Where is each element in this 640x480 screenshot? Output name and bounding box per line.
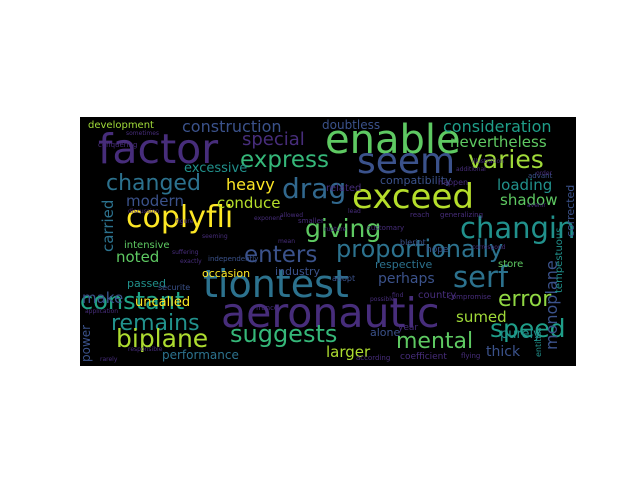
word-order: order <box>536 170 552 177</box>
word-correspond: correspond <box>472 244 506 251</box>
word-generalizing: generalizing <box>440 211 484 219</box>
word-heavy: heavy <box>226 175 275 194</box>
word-factor: factor <box>98 125 219 173</box>
word-perhaps: perhaps <box>378 271 435 287</box>
word-varies: varies <box>468 145 544 174</box>
word-sumed: sumed <box>456 308 507 326</box>
word-loading: loading <box>497 176 553 194</box>
word-noted: noted <box>116 248 160 266</box>
word-flying: flying <box>461 352 481 360</box>
word-uncalled: uncalled <box>135 295 191 310</box>
word-securite: securite <box>158 283 191 292</box>
word-seeming: seeming <box>202 233 228 240</box>
word-industry: industry <box>275 265 321 278</box>
word-make: make <box>82 289 124 307</box>
word-year: year <box>398 323 419 333</box>
word-larger: larger <box>326 343 371 361</box>
word-allowed: allowed <box>280 212 304 219</box>
word-according: according <box>356 354 391 362</box>
word-corrected: corrected <box>564 184 576 237</box>
word-passed: passed <box>127 277 166 290</box>
word-reach: reach <box>410 211 430 219</box>
word-find: find <box>392 292 404 299</box>
word-thick: thick <box>486 344 521 360</box>
word-nevertheless: nevertheless <box>450 133 547 151</box>
word-tempestuous: tempestuous <box>554 227 565 293</box>
word-shadow: shadow <box>500 191 558 209</box>
word-rarely: rarely <box>100 356 118 363</box>
word-responsible: responsible <box>128 346 163 353</box>
word-occasion: occasion <box>202 267 251 280</box>
word-modern: modern <box>126 192 184 210</box>
word-discussion: discussion <box>128 208 160 215</box>
word-performance: performance <box>162 348 239 362</box>
word-construction: construction <box>182 117 282 136</box>
word-mean: mean <box>278 238 296 245</box>
word-advant: advant <box>528 172 553 180</box>
word-enters: enters <box>244 242 318 268</box>
word-conduce: conduce <box>217 194 281 212</box>
word-adopt: adopt <box>332 274 356 283</box>
word-doubtless: doubtless <box>322 118 381 132</box>
word-suffering: suffering <box>172 249 199 256</box>
word-exactly: exactly <box>180 258 202 265</box>
word-development: development <box>88 120 154 131</box>
word-remains: remains <box>111 311 200 336</box>
word-lead: lead <box>348 208 361 215</box>
word-customary: customary <box>367 224 405 232</box>
word-related: related <box>326 183 362 194</box>
word-blerjot: blerjot <box>400 238 426 247</box>
word-compatibility: compatibility <box>380 174 452 187</box>
word-mental: mental <box>396 329 474 354</box>
word-drag: drag <box>282 172 347 205</box>
word-possible: possible <box>370 296 395 303</box>
word-store: store <box>498 259 524 270</box>
word-suggests: suggests <box>230 320 338 348</box>
word-smaller: smaller <box>298 217 324 225</box>
word-illustration: illustration <box>472 158 504 165</box>
word-independently: independently <box>208 255 259 263</box>
word-serf: serf <box>453 260 509 294</box>
word-compromise: compromise <box>448 293 492 301</box>
word-additional: additional <box>456 166 486 173</box>
word-exceed: exceed <box>352 177 474 217</box>
word-tiontest: tiontest <box>203 262 349 306</box>
word-power: power <box>80 324 93 362</box>
word-respective: respective <box>375 258 433 271</box>
word-coplyfli: coplyfli <box>126 200 234 235</box>
word-excessive: excessive <box>184 161 248 176</box>
word-seem: seem <box>357 141 456 182</box>
word-changed: changed <box>106 171 201 196</box>
word-special: special <box>242 129 305 150</box>
word-purely: purely <box>500 327 541 342</box>
word-avenir: avenir <box>527 202 546 209</box>
word-entities: entities <box>534 327 543 357</box>
word-sometimes: sometimes <box>126 130 160 137</box>
word-conquering: conquering <box>98 141 138 149</box>
wordcloud-canvas: enable factor seem exceed tiontest aeron… <box>80 117 576 366</box>
word-changing: changing <box>460 211 576 245</box>
word-figure: figure <box>176 218 194 225</box>
word-country: country <box>418 290 457 301</box>
word-alone: alone <box>370 326 401 339</box>
word-express: express <box>240 147 330 173</box>
word-intensive: intensive <box>124 240 170 251</box>
word-error: error <box>498 287 552 312</box>
word-aeronautic: aeronautic <box>221 289 440 337</box>
word-france: france <box>256 304 279 312</box>
word-exponent: exponent <box>254 215 283 222</box>
word-application: application <box>85 308 119 315</box>
word-consideration: consideration <box>443 117 552 136</box>
word-giving: giving <box>305 214 382 243</box>
word-enable: enable <box>325 117 461 163</box>
word-biplane: biplane <box>116 324 209 353</box>
word-constant: constant <box>80 287 185 315</box>
word-hope: hope <box>426 245 449 255</box>
word-speed: speed <box>490 314 566 343</box>
word-proportionally: proportionally <box>336 235 504 263</box>
word-coefficient: coefficient <box>400 352 447 362</box>
word-happen: happen <box>438 178 469 187</box>
word-carried: carried <box>99 199 117 252</box>
word-rupture: rupture <box>324 226 347 233</box>
